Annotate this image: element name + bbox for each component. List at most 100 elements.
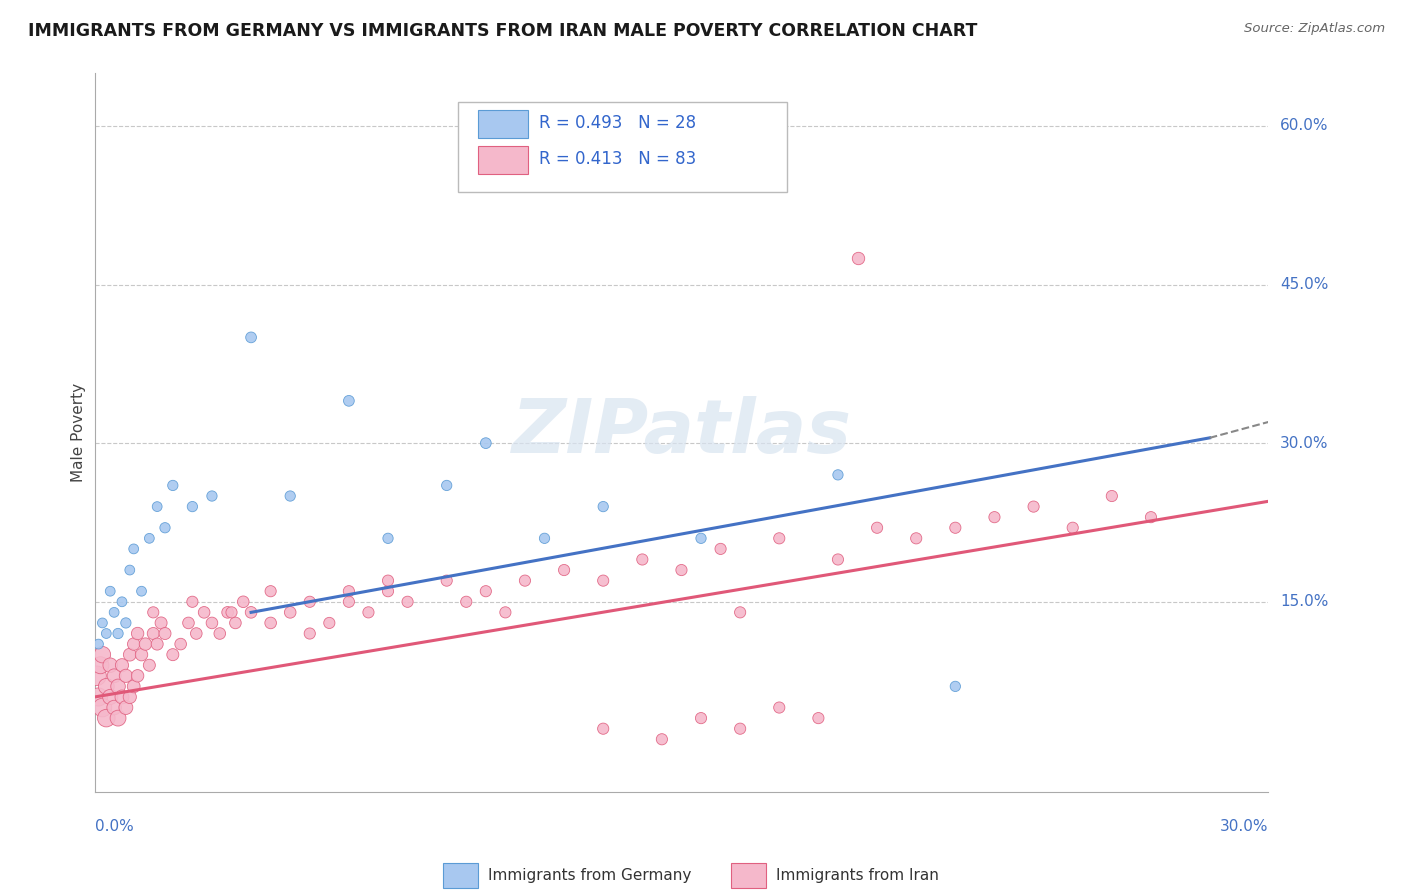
Point <box>208 626 231 640</box>
Text: 30.0%: 30.0% <box>1279 435 1329 450</box>
Text: R = 0.493   N = 28: R = 0.493 N = 28 <box>540 113 696 132</box>
Point <box>631 552 654 566</box>
Point <box>278 489 301 503</box>
Point <box>122 541 145 556</box>
Point <box>533 532 555 546</box>
Point <box>98 690 121 704</box>
Point <box>96 679 118 693</box>
Point <box>592 722 614 736</box>
Point <box>87 637 110 651</box>
Point <box>193 605 215 619</box>
Text: 30.0%: 30.0% <box>1220 819 1268 834</box>
Point <box>513 574 536 588</box>
Point <box>298 626 321 640</box>
Bar <box>478 146 527 174</box>
FancyBboxPatch shape <box>458 102 787 192</box>
Point <box>436 574 458 588</box>
Point <box>456 595 478 609</box>
Point <box>91 700 114 714</box>
Point <box>107 711 129 725</box>
Point <box>181 500 204 514</box>
Point <box>142 626 165 640</box>
Text: ZIPatlas: ZIPatlas <box>512 396 852 469</box>
Point <box>91 615 114 630</box>
Point <box>103 669 125 683</box>
Point <box>905 532 928 546</box>
Text: Immigrants from Iran: Immigrants from Iran <box>776 868 939 882</box>
Point <box>138 658 160 673</box>
Point <box>671 563 693 577</box>
Point <box>181 595 204 609</box>
Point <box>96 711 118 725</box>
Point <box>111 595 134 609</box>
Point <box>1062 521 1084 535</box>
Point <box>98 658 121 673</box>
Point <box>86 669 108 683</box>
Point <box>111 690 134 704</box>
Point <box>153 521 176 535</box>
Point <box>983 510 1005 524</box>
Point <box>122 679 145 693</box>
Point <box>201 489 224 503</box>
Point <box>377 574 399 588</box>
Point <box>103 700 125 714</box>
Y-axis label: Male Poverty: Male Poverty <box>72 383 86 483</box>
Point <box>115 700 138 714</box>
Point <box>201 615 224 630</box>
Point <box>1101 489 1123 503</box>
Point <box>107 626 129 640</box>
Point <box>186 626 208 640</box>
Point <box>612 177 634 191</box>
Point <box>115 615 138 630</box>
Point <box>153 626 176 640</box>
Point <box>690 532 713 546</box>
Point <box>690 711 713 725</box>
Point <box>943 521 966 535</box>
Point <box>177 615 200 630</box>
Point <box>827 467 849 482</box>
Point <box>107 679 129 693</box>
Point <box>131 648 153 662</box>
Point <box>134 637 156 651</box>
Point <box>866 521 889 535</box>
Point <box>138 532 160 546</box>
Point <box>728 605 751 619</box>
Point <box>91 648 114 662</box>
Point <box>651 732 673 747</box>
Text: Immigrants from Germany: Immigrants from Germany <box>488 868 692 882</box>
Point <box>118 648 141 662</box>
Point <box>150 615 173 630</box>
Point <box>710 541 733 556</box>
Point <box>122 637 145 651</box>
Point <box>337 393 360 408</box>
Point <box>1140 510 1163 524</box>
Point <box>224 615 246 630</box>
Point <box>240 330 263 344</box>
Point <box>298 595 321 609</box>
Point <box>111 658 134 673</box>
Point <box>553 563 575 577</box>
Text: 60.0%: 60.0% <box>1279 119 1329 134</box>
Point <box>768 532 790 546</box>
Point <box>162 478 184 492</box>
Text: 0.0%: 0.0% <box>94 819 134 834</box>
Point <box>96 626 118 640</box>
Point <box>943 679 966 693</box>
Point <box>846 251 869 265</box>
Point <box>162 648 184 662</box>
Point <box>240 605 263 619</box>
Point <box>318 615 340 630</box>
Point <box>146 637 169 651</box>
Point <box>169 637 191 651</box>
Point <box>142 605 165 619</box>
Text: Source: ZipAtlas.com: Source: ZipAtlas.com <box>1244 22 1385 36</box>
Point <box>127 669 149 683</box>
Point <box>357 605 380 619</box>
Point <box>259 584 281 599</box>
Point <box>118 690 141 704</box>
Point <box>98 584 121 599</box>
Point <box>337 584 360 599</box>
Point <box>436 478 458 492</box>
Point <box>807 711 830 725</box>
Point <box>131 584 153 599</box>
